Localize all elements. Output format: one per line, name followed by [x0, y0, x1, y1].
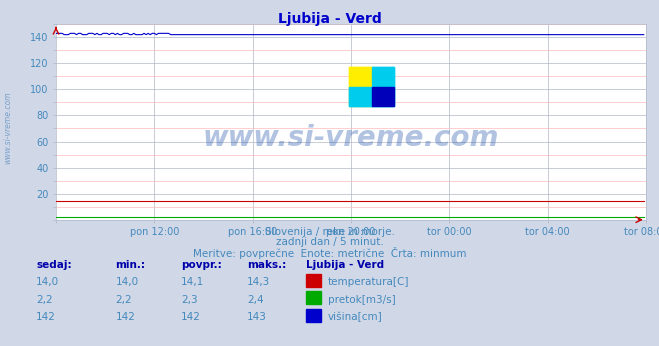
Text: Ljubija - Verd: Ljubija - Verd: [306, 260, 385, 270]
Text: Ljubija - Verd: Ljubija - Verd: [277, 12, 382, 26]
Text: višina[cm]: višina[cm]: [328, 312, 383, 322]
Text: 2,3: 2,3: [181, 295, 198, 305]
Text: 142: 142: [181, 312, 201, 322]
Text: zadnji dan / 5 minut.: zadnji dan / 5 minut.: [275, 237, 384, 247]
Bar: [349, 67, 372, 87]
Text: 2,2: 2,2: [115, 295, 132, 305]
Bar: [349, 87, 372, 106]
Text: Slovenija / reke in morje.: Slovenija / reke in morje.: [264, 227, 395, 237]
Text: povpr.:: povpr.:: [181, 260, 222, 270]
Bar: [349, 87, 372, 106]
Text: www.si-vreme.com: www.si-vreme.com: [203, 124, 499, 152]
Bar: [372, 67, 394, 106]
Bar: [372, 67, 394, 87]
Text: 142: 142: [36, 312, 56, 322]
Text: www.si-vreme.com: www.si-vreme.com: [3, 92, 13, 164]
Text: 143: 143: [247, 312, 267, 322]
Text: min.:: min.:: [115, 260, 146, 270]
Text: 142: 142: [115, 312, 135, 322]
Text: 2,4: 2,4: [247, 295, 264, 305]
Text: 14,1: 14,1: [181, 277, 204, 288]
Text: temperatura[C]: temperatura[C]: [328, 277, 410, 288]
Text: pretok[m3/s]: pretok[m3/s]: [328, 295, 396, 305]
Bar: [372, 87, 394, 106]
Text: 14,3: 14,3: [247, 277, 270, 288]
Text: 2,2: 2,2: [36, 295, 53, 305]
Bar: [349, 67, 372, 106]
Text: 14,0: 14,0: [115, 277, 138, 288]
Text: 14,0: 14,0: [36, 277, 59, 288]
Bar: [372, 87, 394, 106]
Text: maks.:: maks.:: [247, 260, 287, 270]
Text: Meritve: povprečne  Enote: metrične  Črta: minmum: Meritve: povprečne Enote: metrične Črta:…: [192, 247, 467, 260]
Text: sedaj:: sedaj:: [36, 260, 72, 270]
